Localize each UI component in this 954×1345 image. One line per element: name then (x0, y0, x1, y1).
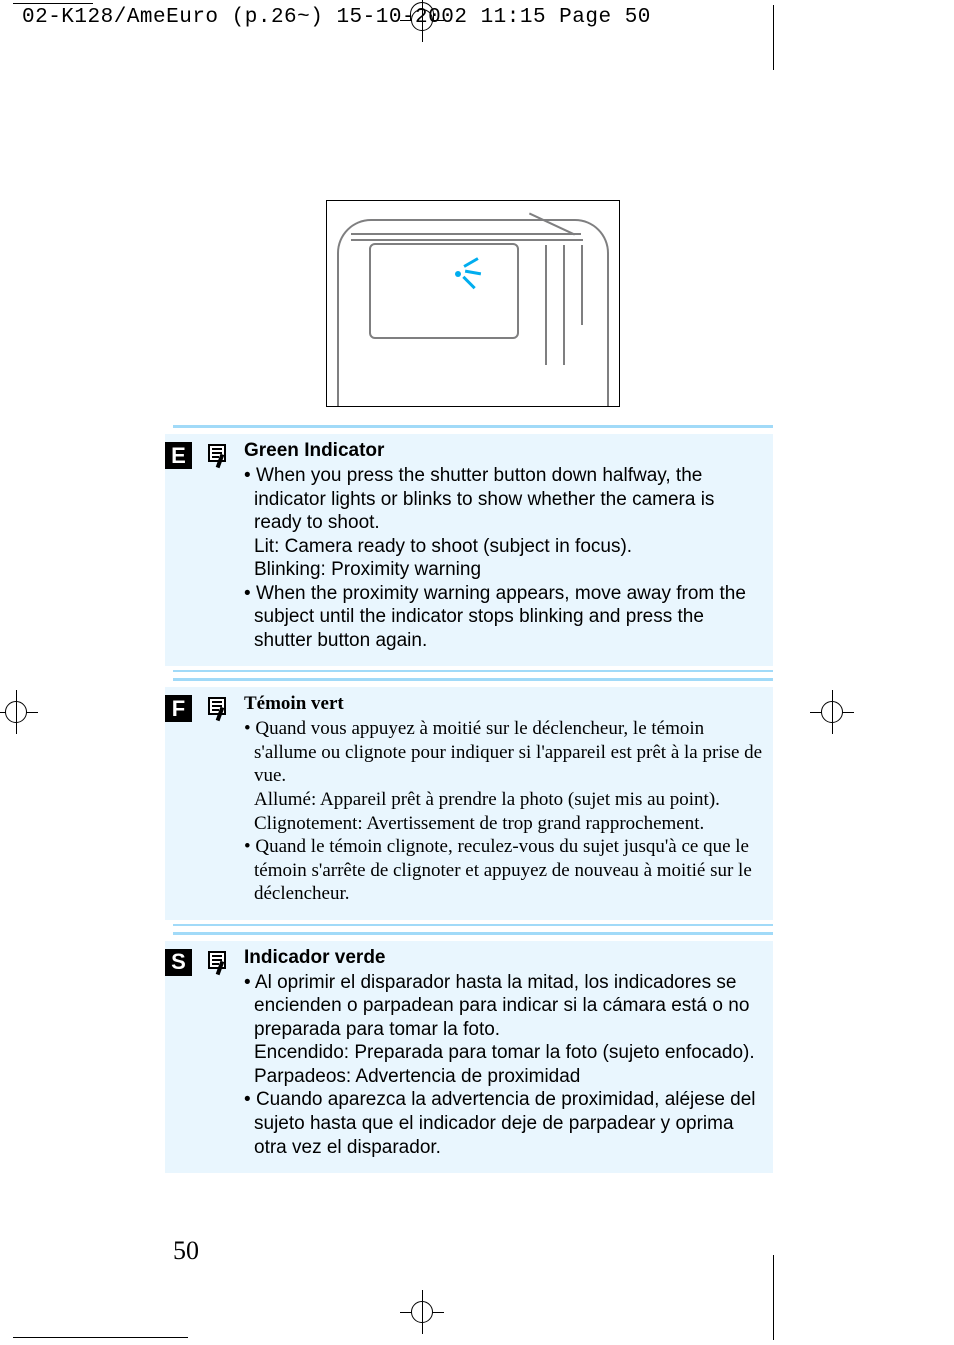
section-divider (173, 425, 773, 428)
bullet-item: • When the proximity warning appears, mo… (244, 582, 765, 653)
bullet-text: Quand vous appuyez à moitié sur le décle… (254, 718, 762, 786)
bullet-item: • Cuando aparezca la advertencia de prox… (244, 1088, 765, 1159)
bullet-subline: Allumé: Appareil prêt à prendre la photo… (244, 788, 765, 812)
registration-mark (0, 690, 38, 734)
bullet-subline: Blinking: Proximity warning (244, 558, 765, 582)
language-section: S Indicador verde• Al oprimir el disparad… (165, 941, 773, 1173)
section-title: Témoin vert (244, 693, 765, 715)
page-content: EGreen Indicator• When you press the shu… (173, 70, 773, 1173)
crop-mark (13, 3, 93, 4)
bullet-text: When the proximity warning appears, move… (254, 583, 746, 651)
bullet-text: When you press the shutter button down h… (254, 465, 714, 533)
crop-mark (13, 1337, 188, 1338)
crop-mark (773, 1255, 774, 1340)
bullet-item: • Quand le témoin clignote, reculez-vous… (244, 835, 765, 906)
crop-mark (773, 5, 774, 70)
language-tag: E (165, 442, 192, 469)
bullet-subline: Parpadeos: Advertencia de proximidad (244, 1065, 765, 1089)
section-divider (173, 932, 773, 935)
section-title: Indicador verde (244, 947, 765, 969)
section-divider (173, 670, 773, 672)
bullet-subline: Lit: Camera ready to shoot (subject in f… (244, 535, 765, 559)
page-number: 50 (173, 1236, 199, 1266)
prepress-slug: 02-K128/AmeEuro (p.26~) 15-10-2002 11:15… (22, 6, 651, 29)
bullet-item: • Al oprimir el disparador hasta la mita… (244, 971, 765, 1042)
note-icon (206, 444, 230, 466)
bullet-text: Cuando aparezca la advertencia de proxim… (254, 1089, 756, 1157)
note-icon (206, 951, 230, 973)
bullet-item: • Quand vous appuyez à moitié sur le déc… (244, 717, 765, 788)
bullet-subline: Clignotement: Avertissement de trop gran… (244, 812, 765, 836)
bullet-text: Quand le témoin clignote, reculez-vous d… (254, 836, 752, 904)
camera-illustration (326, 200, 620, 407)
language-section: F Témoin vert• Quand vous appuyez à moiti… (165, 687, 773, 919)
bullet-text: Al oprimir el disparador hasta la mitad,… (254, 972, 749, 1040)
registration-mark (400, 1290, 444, 1334)
registration-mark (810, 690, 854, 734)
note-icon (206, 697, 230, 719)
bullet-subline: Encendido: Preparada para tomar la foto … (244, 1041, 765, 1065)
section-divider (173, 924, 773, 926)
language-tag: F (165, 695, 192, 722)
section-title: Green Indicator (244, 440, 765, 462)
bullet-item: • When you press the shutter button down… (244, 464, 765, 535)
section-divider (173, 678, 773, 681)
language-tag: S (165, 949, 192, 976)
language-section: E Green Indicator• When you press the shu… (165, 434, 773, 666)
